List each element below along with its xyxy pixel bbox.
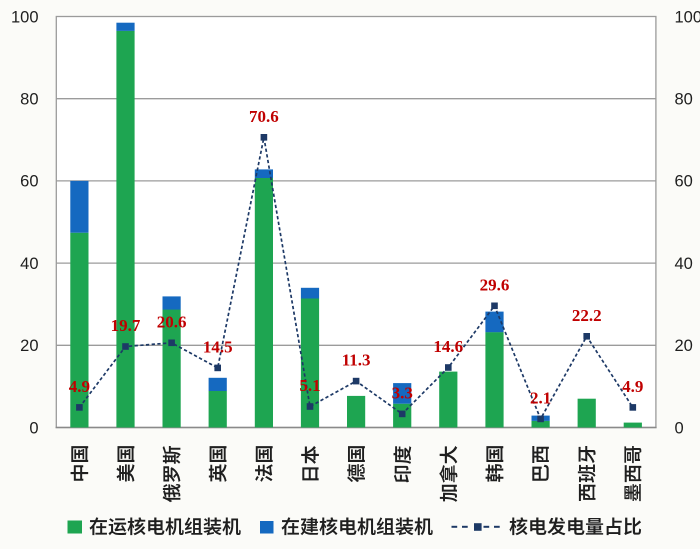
svg-text:40: 40 xyxy=(675,255,693,273)
svg-text:100: 100 xyxy=(11,8,39,26)
svg-text:22.2: 22.2 xyxy=(572,306,602,325)
svg-text:60: 60 xyxy=(675,173,693,191)
svg-text:11.3: 11.3 xyxy=(342,351,371,370)
svg-text:0: 0 xyxy=(675,419,684,437)
svg-text:14.6: 14.6 xyxy=(433,337,463,356)
svg-text:14.5: 14.5 xyxy=(203,338,233,357)
svg-text:40: 40 xyxy=(20,255,38,273)
svg-text:5.1: 5.1 xyxy=(299,376,320,395)
svg-text:4.9: 4.9 xyxy=(69,377,90,396)
svg-text:100: 100 xyxy=(675,8,700,26)
svg-text:20.6: 20.6 xyxy=(157,312,187,331)
svg-text:80: 80 xyxy=(20,91,38,109)
svg-text:2.1: 2.1 xyxy=(530,389,551,408)
svg-text:80: 80 xyxy=(675,91,693,109)
svg-text:70.6: 70.6 xyxy=(249,107,279,126)
svg-text:20: 20 xyxy=(20,337,38,355)
svg-text:3.3: 3.3 xyxy=(392,384,413,403)
svg-text:19.7: 19.7 xyxy=(111,316,141,335)
svg-text:20: 20 xyxy=(675,337,693,355)
svg-text:29.6: 29.6 xyxy=(480,275,510,294)
svg-text:60: 60 xyxy=(20,173,38,191)
svg-text:0: 0 xyxy=(29,419,38,437)
svg-text:4.9: 4.9 xyxy=(622,377,643,396)
